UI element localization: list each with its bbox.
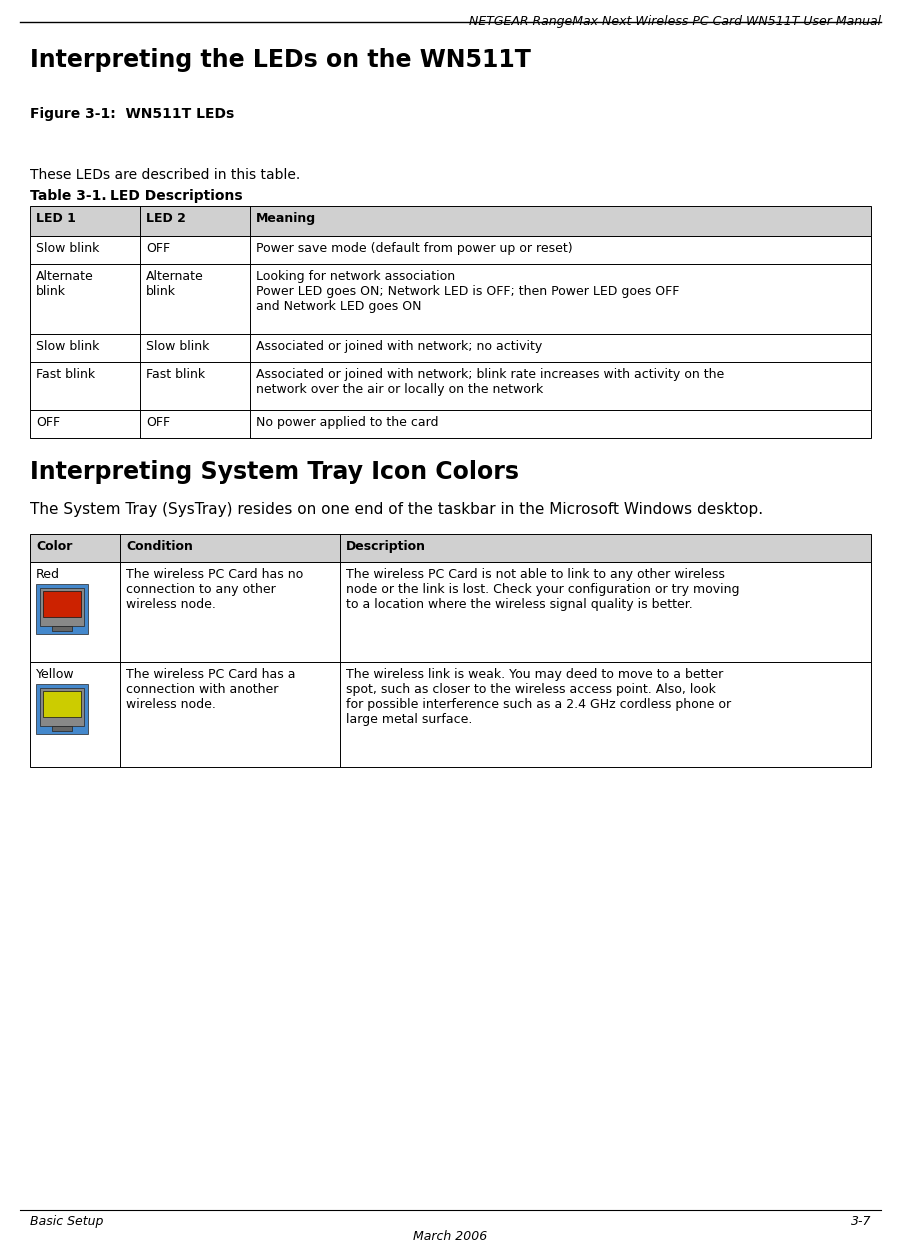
- Text: The wireless PC Card has a
connection with another
wireless node.: The wireless PC Card has a connection wi…: [126, 667, 296, 711]
- Text: OFF: OFF: [146, 242, 170, 255]
- Text: Fast blink: Fast blink: [146, 368, 205, 382]
- Text: Yellow: Yellow: [36, 667, 75, 681]
- Text: Associated or joined with network; no activity: Associated or joined with network; no ac…: [256, 341, 542, 353]
- Text: Alternate
blink: Alternate blink: [146, 270, 204, 298]
- Text: Slow blink: Slow blink: [146, 341, 209, 353]
- Text: No power applied to the card: No power applied to the card: [256, 416, 439, 429]
- Text: Color: Color: [36, 539, 72, 553]
- Bar: [40, 588, 84, 626]
- Bar: [52, 626, 72, 631]
- Text: Associated or joined with network; blink rate increases with activity on the
net: Associated or joined with network; blink…: [256, 368, 724, 397]
- Text: Condition: Condition: [126, 539, 193, 553]
- Text: LED 1: LED 1: [36, 213, 76, 225]
- Bar: [30, 410, 871, 438]
- Text: Power save mode (default from power up or reset): Power save mode (default from power up o…: [256, 242, 573, 255]
- Text: These LEDs are described in this table.: These LEDs are described in this table.: [30, 168, 300, 181]
- Text: Slow blink: Slow blink: [36, 242, 99, 255]
- Bar: [43, 590, 81, 617]
- Bar: [36, 684, 88, 735]
- Text: March 2006: March 2006: [413, 1231, 487, 1243]
- Text: Interpreting the LEDs on the WN511T: Interpreting the LEDs on the WN511T: [30, 48, 531, 72]
- Bar: [30, 264, 871, 334]
- Bar: [40, 687, 84, 726]
- Bar: [30, 663, 871, 767]
- Bar: [30, 534, 871, 562]
- Text: Slow blink: Slow blink: [36, 341, 99, 353]
- Text: Basic Setup: Basic Setup: [30, 1214, 104, 1228]
- Bar: [30, 206, 871, 236]
- Text: Description: Description: [346, 539, 426, 553]
- Bar: [30, 362, 871, 410]
- Text: Interpreting System Tray Icon Colors: Interpreting System Tray Icon Colors: [30, 460, 519, 484]
- Bar: [52, 726, 72, 731]
- Text: OFF: OFF: [146, 416, 170, 429]
- Bar: [36, 584, 88, 634]
- Text: Fast blink: Fast blink: [36, 368, 96, 382]
- Text: Meaning: Meaning: [256, 213, 316, 225]
- Text: Red: Red: [36, 568, 60, 580]
- Bar: [43, 691, 81, 717]
- Text: LED Descriptions: LED Descriptions: [110, 189, 242, 203]
- Bar: [30, 236, 871, 264]
- Text: 3-7: 3-7: [851, 1214, 871, 1228]
- Bar: [30, 334, 871, 362]
- Text: LED 2: LED 2: [146, 213, 186, 225]
- Text: NETGEAR RangeMax Next Wireless PC Card WN511T User Manual: NETGEAR RangeMax Next Wireless PC Card W…: [469, 15, 881, 29]
- Text: The wireless PC Card has no
connection to any other
wireless node.: The wireless PC Card has no connection t…: [126, 568, 304, 612]
- Text: The wireless link is weak. You may deed to move to a better
spot, such as closer: The wireless link is weak. You may deed …: [346, 667, 731, 726]
- Text: The System Tray (SysTray) resides on one end of the taskbar in the Microsoft Win: The System Tray (SysTray) resides on one…: [30, 502, 763, 517]
- Text: Looking for network association
Power LED goes ON; Network LED is OFF; then Powe: Looking for network association Power LE…: [256, 270, 679, 313]
- Bar: [30, 562, 871, 663]
- Text: Table 3-1.: Table 3-1.: [30, 189, 106, 203]
- Text: Alternate
blink: Alternate blink: [36, 270, 94, 298]
- Text: The wireless PC Card is not able to link to any other wireless
node or the link : The wireless PC Card is not able to link…: [346, 568, 740, 612]
- Text: Figure 3-1:  WN511T LEDs: Figure 3-1: WN511T LEDs: [30, 107, 234, 121]
- Text: OFF: OFF: [36, 416, 60, 429]
